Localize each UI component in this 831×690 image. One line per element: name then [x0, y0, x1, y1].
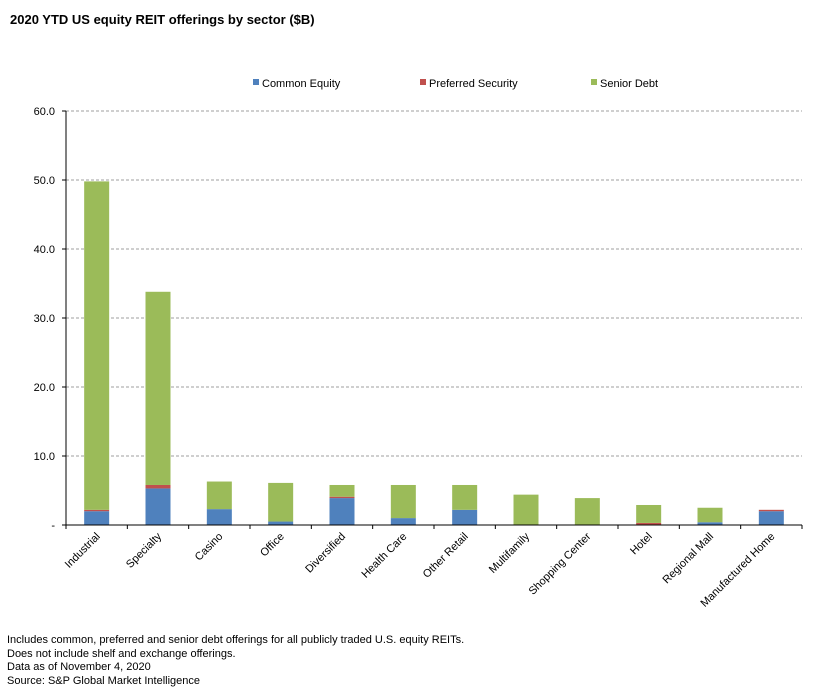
bar-preferred-security [84, 509, 110, 512]
footnote-source: Source: S&P Global Market Intelligence [7, 674, 201, 687]
bar-senior-debt [697, 507, 723, 523]
legend: Common Equity Preferred Security Senior De… [253, 78, 658, 90]
legend-swatch [420, 79, 426, 85]
legend-label: Preferred Security [429, 78, 518, 90]
x-tick-label: Specialty [124, 530, 164, 570]
x-tick-label: Health Care [359, 531, 409, 581]
x-axis-labels: Industrial Specialty Casino Office Diversifi… [63, 530, 778, 609]
bar-senior-debt [329, 484, 355, 497]
footnotes: Includes common, preferred and senior de… [7, 634, 464, 688]
legend-swatch [591, 79, 597, 85]
x-tick-label: Office [258, 531, 287, 560]
y-tick-label: - [51, 520, 55, 532]
bar-senior-debt [452, 484, 478, 510]
x-tick-label: Industrial [63, 531, 103, 571]
footnote-scope: Includes common, preferred and senior de… [7, 634, 465, 646]
bar-common-equity [758, 511, 784, 525]
x-tick-label: Casino [193, 531, 226, 564]
bars [84, 181, 784, 525]
bar-senior-debt [268, 482, 294, 522]
bar-preferred-security [636, 522, 662, 525]
x-tick-label: Other Retail [421, 531, 471, 581]
bar-senior-debt [84, 181, 110, 510]
y-tick-label: 20.0 [34, 382, 55, 394]
chart-title: 2020 YTD US equity REIT offerings by sec… [10, 12, 315, 27]
bar-senior-debt [390, 484, 416, 519]
bar-senior-debt [636, 504, 662, 523]
bar-preferred-security [758, 509, 784, 512]
y-tick-label: 60.0 [34, 106, 55, 118]
x-tick-label: Hotel [628, 531, 655, 558]
y-tick-label: 50.0 [34, 175, 55, 187]
gridlines [66, 110, 802, 457]
bar-senior-debt [145, 291, 171, 485]
legend-swatch [253, 79, 259, 85]
bar-common-equity [329, 498, 355, 525]
y-tick-label: 30.0 [34, 313, 55, 325]
bar-preferred-security [145, 484, 171, 489]
bar-senior-debt [513, 494, 539, 525]
legend-label: Common Equity [262, 78, 341, 90]
bar-common-equity [268, 521, 294, 525]
legend-label: Senior Debt [600, 78, 658, 90]
bar-common-equity [697, 522, 723, 525]
y-tick-label: 10.0 [34, 451, 55, 463]
y-axis-ticks: - 10.0 20.0 30.0 40.0 50.0 60.0 [34, 106, 66, 532]
bar-common-equity [145, 488, 171, 525]
bar-common-equity [84, 511, 110, 525]
bar-common-equity [390, 518, 416, 525]
axes [65, 111, 803, 529]
bar-preferred-security [329, 496, 355, 499]
footnote-exclusions: Does not include shelf and exchange offe… [7, 647, 236, 660]
footnote-date: Data as of November 4, 2020 [7, 661, 151, 673]
bar-common-equity [206, 509, 232, 525]
x-tick-label: Shopping Center [527, 530, 594, 597]
x-tick-label: Multifamily [487, 530, 533, 576]
x-tick-label: Diversified [303, 531, 348, 576]
bar-senior-debt [574, 498, 600, 525]
bar-senior-debt [206, 481, 232, 510]
x-tick-label: Regional Mall [661, 531, 717, 587]
bar-common-equity [452, 509, 478, 525]
y-tick-label: 40.0 [34, 244, 55, 256]
